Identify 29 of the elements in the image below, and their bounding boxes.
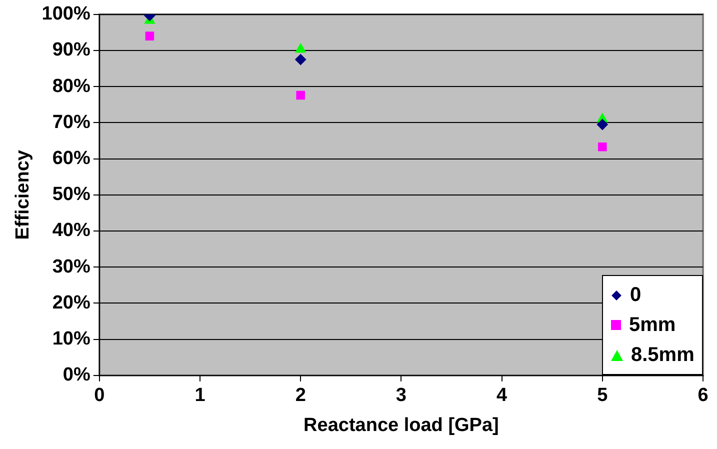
legend-label: 8.5mm xyxy=(631,344,694,367)
y-tick-label: 20% xyxy=(52,292,90,314)
y-tick-label: 60% xyxy=(52,148,90,170)
legend-label: 0 xyxy=(630,284,642,307)
point xyxy=(145,32,154,40)
y-axis-title: Efficiency xyxy=(12,150,34,240)
y-tick-label: 70% xyxy=(52,112,90,133)
y-tick-label: 10% xyxy=(52,328,90,350)
y-tick-label: 90% xyxy=(52,40,90,61)
point xyxy=(296,90,305,100)
y-tick-label: 100% xyxy=(42,4,90,25)
y-tick-label: 50% xyxy=(52,184,90,206)
x-tick-label: 5 xyxy=(597,385,608,406)
y-tick-label: 0% xyxy=(62,364,90,386)
x-tick-label: 4 xyxy=(496,385,508,406)
point xyxy=(596,119,608,130)
y-tick-label: 80% xyxy=(52,76,90,97)
y-tick-label: 30% xyxy=(52,256,90,278)
x-tick-label: 3 xyxy=(396,385,406,406)
point xyxy=(598,142,607,152)
x-tick-label: 1 xyxy=(194,385,206,406)
y-tick-label: 40% xyxy=(52,220,90,242)
point xyxy=(295,54,306,66)
legend-label: 5mm xyxy=(629,314,676,337)
x-tick-label: 0 xyxy=(94,385,105,406)
point xyxy=(295,43,306,53)
x-tick-label: 2 xyxy=(295,385,306,406)
x-tick-label: 6 xyxy=(698,385,708,406)
x-axis-title: Reactance load [GPa] xyxy=(304,414,499,436)
